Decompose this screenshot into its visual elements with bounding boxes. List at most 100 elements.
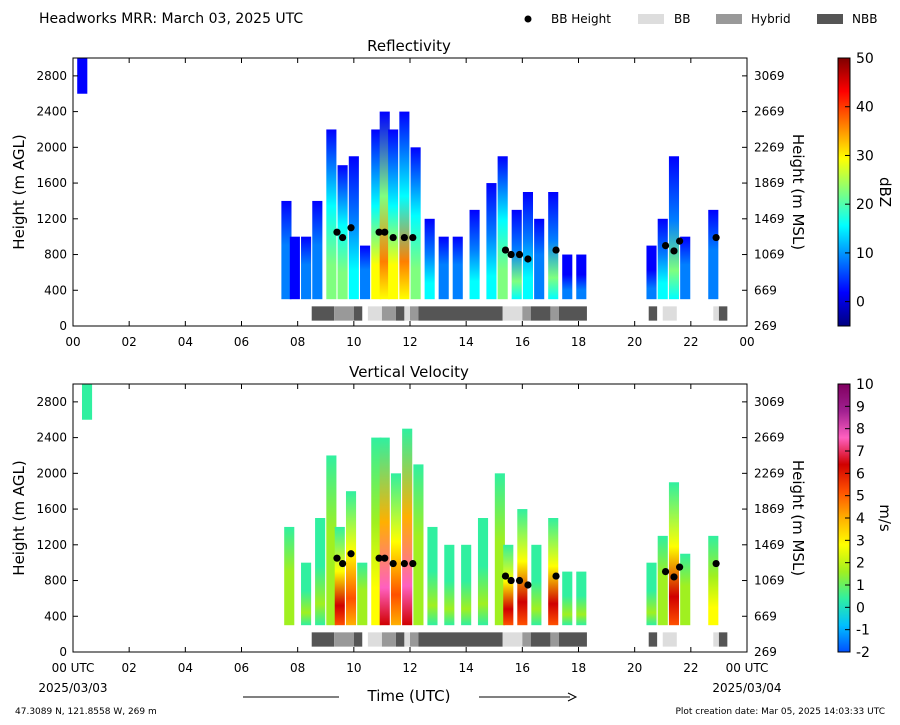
velocity-colorbar-tick-label: 1 [856,578,865,594]
velocity-colorbar-label: m/s [876,504,894,532]
reflectivity-echo-column [326,129,337,300]
reflectivity-echo-column [301,236,312,300]
velocity-echo-column [315,518,326,626]
reflectivity-colorbar-tick-label: 50 [856,51,874,67]
velocity-bb-height-point [552,572,560,580]
velocity-bb-height-point [501,572,510,580]
reflectivity-y-tick-label: 1200 [36,212,67,226]
reflectivity-y-tick-label-right: 2669 [754,105,785,119]
velocity-y-tick-label-right: 1069 [754,574,785,588]
velocity-bb-height-point [409,559,417,568]
reflectivity-echo-column [424,218,435,300]
velocity-y-tick-label: 2800 [36,395,67,409]
velocity-bb-height-point [712,559,720,568]
reflectivity-echo-column [410,147,421,300]
velocity-bb-height-point [507,576,515,585]
velocity-echo-column [668,482,680,626]
velocity-echo-column [427,526,438,626]
reflectivity-bb-height-point [661,242,670,250]
reflectivity-y-tick-label: 400 [44,283,67,297]
velocity-bb-height-point [375,554,383,562]
reflectivity-echo-column [281,200,292,300]
reflectivity-echo-column [77,58,88,94]
velocity-echo-column [371,437,382,626]
reflectivity-bb-type-segment [648,306,658,321]
velocity-echo-column [548,518,559,626]
reflectivity-echo-column [469,209,480,300]
reflectivity-bb-type-segment [530,306,551,321]
velocity-bb-type-segment [334,632,354,647]
dbz-colorbar-ticks: 0 10 20 30 40 50 [845,51,874,311]
velocity-bb-type-segment [550,632,559,647]
reflectivity-bb-height-point [670,247,678,255]
velocity-y-tick-label-right: 2269 [754,466,785,480]
velocity-colorbar-ticks: -2 -1 0 1 2 3 4 5 6 7 8 9 10 [845,377,874,661]
legend-bb-height-label: BB Height [551,12,611,26]
velocity-bb-type-segment [558,632,587,647]
reflectivity-bb-height-point [501,246,510,254]
velocity-echo-column [531,544,542,626]
reflectivity-echo-column [452,236,463,300]
reflectivity-colorbar-tick-label: 0 [856,295,865,311]
velocity-y-tick-label: 0 [59,645,67,659]
velocity-bb-height-point [389,559,397,568]
velocity-echo-layer [81,384,719,626]
reflectivity-ylabel: Height (m AGL) [10,134,28,249]
reflectivity-ylabel-right: Height (m MSL) [789,134,807,250]
velocity-x-tick-label: 06 [234,661,249,675]
velocity-x-tick-label: 02 [122,661,137,675]
velocity-bb-type-bar [311,632,728,647]
reflectivity-echo-layer [77,58,719,300]
velocity-echo-column [284,526,295,626]
reflectivity-echo-column [708,209,719,300]
velocity-echo-column [494,473,505,626]
reflectivity-bb-type-segment [334,306,354,321]
reflectivity-y-tick-label-right: 1869 [754,176,785,190]
reflectivity-title: Reflectivity [367,37,451,55]
velocity-bb-type-segment [367,632,382,647]
velocity-bb-height-point [400,559,408,568]
reflectivity-x-tick-label: 16 [515,335,530,349]
reflectivity-bb-type-segment [395,306,405,321]
velocity-echo-column [390,473,402,626]
velocity-ylabel: Height (m AGL) [10,460,28,575]
velocity-bb-height-point [515,576,524,585]
reflectivity-echo-column [312,200,323,300]
reflectivity-x-tick-label: 08 [290,335,305,349]
reflectivity-echo-column [337,165,348,300]
velocity-ylabel-right: Height (m MSL) [789,460,807,576]
reflectivity-echo-column [576,254,587,300]
legend-bb-label: BB [674,12,690,26]
reflectivity-bb-height-point [381,228,389,236]
velocity-echo-column [357,562,368,626]
velocity-title: Vertical Velocity [349,363,469,381]
legend-nbb-swatch [817,14,843,24]
reflectivity-x-tick-label: 10 [346,335,361,349]
velocity-x-tick-label: 08 [290,661,305,675]
velocity-bb-height-point [670,573,678,581]
reflectivity-bb-height-point [552,246,560,254]
velocity-bb-height-point [524,581,532,589]
velocity-panel: Vertical Velocity 00 UTC 02 04 06 08 10 12 14 16… [10,363,894,675]
velocity-y-tick-label: 800 [44,574,67,588]
velocity-y-tick-label: 400 [44,609,67,623]
figure-title: Headworks MRR: March 03, 2025 UTC [39,11,303,27]
legend-hybrid-swatch [716,14,742,24]
reflectivity-bb-type-segment [367,306,382,321]
velocity-bb-height-point [661,568,670,576]
reflectivity-y-tick-label-right: 669 [754,283,777,297]
velocity-echo-column [503,544,514,626]
reflectivity-bb-type-segment [558,306,587,321]
reflectivity-bb-type-bar [311,306,728,321]
reflectivity-x-tick-label: 14 [459,335,474,349]
velocity-echo-column [477,518,489,626]
velocity-colorbar-tick-label: 10 [856,377,874,393]
velocity-bb-type-segment [404,632,410,647]
velocity-x-tick-label: 18 [571,661,586,675]
velocity-echo-column [680,553,691,626]
reflectivity-bb-type-segment [418,306,503,321]
velocity-y-tick-label: 1600 [36,502,67,516]
velocity-x-tick-label: 22 [683,661,698,675]
reflectivity-bb-type-segment [550,306,559,321]
reflectivity-y-tick-label: 1600 [36,176,67,190]
